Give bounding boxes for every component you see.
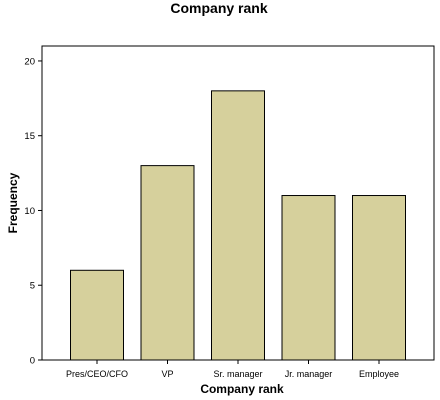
y-tick-label: 0 <box>30 356 35 367</box>
y-tick-label: 15 <box>24 131 35 142</box>
bar <box>352 195 406 361</box>
x-tick-label: Jr. manager <box>285 369 333 379</box>
y-axis-title: Frequency <box>6 172 20 233</box>
bar <box>281 195 336 361</box>
x-tick-label: Employee <box>359 369 399 379</box>
x-axis: Pres/CEO/CFO VP Sr. manager Jr. manager Empl… <box>66 360 399 379</box>
x-tick-label: Sr. manager <box>213 369 262 379</box>
bar <box>70 269 124 361</box>
chart-title: Company rank <box>170 0 267 16</box>
bar-series <box>70 90 406 361</box>
bar <box>140 165 195 361</box>
y-tick-label: 20 <box>24 56 35 67</box>
x-axis-title: Company rank <box>200 382 284 396</box>
bar <box>211 90 265 361</box>
y-axis: 0 5 10 15 20 <box>24 56 42 367</box>
x-tick-label: VP <box>161 369 173 379</box>
y-tick-label: 5 <box>30 281 35 292</box>
x-tick-label: Pres/CEO/CFO <box>66 369 128 379</box>
y-tick-label: 10 <box>24 206 35 217</box>
